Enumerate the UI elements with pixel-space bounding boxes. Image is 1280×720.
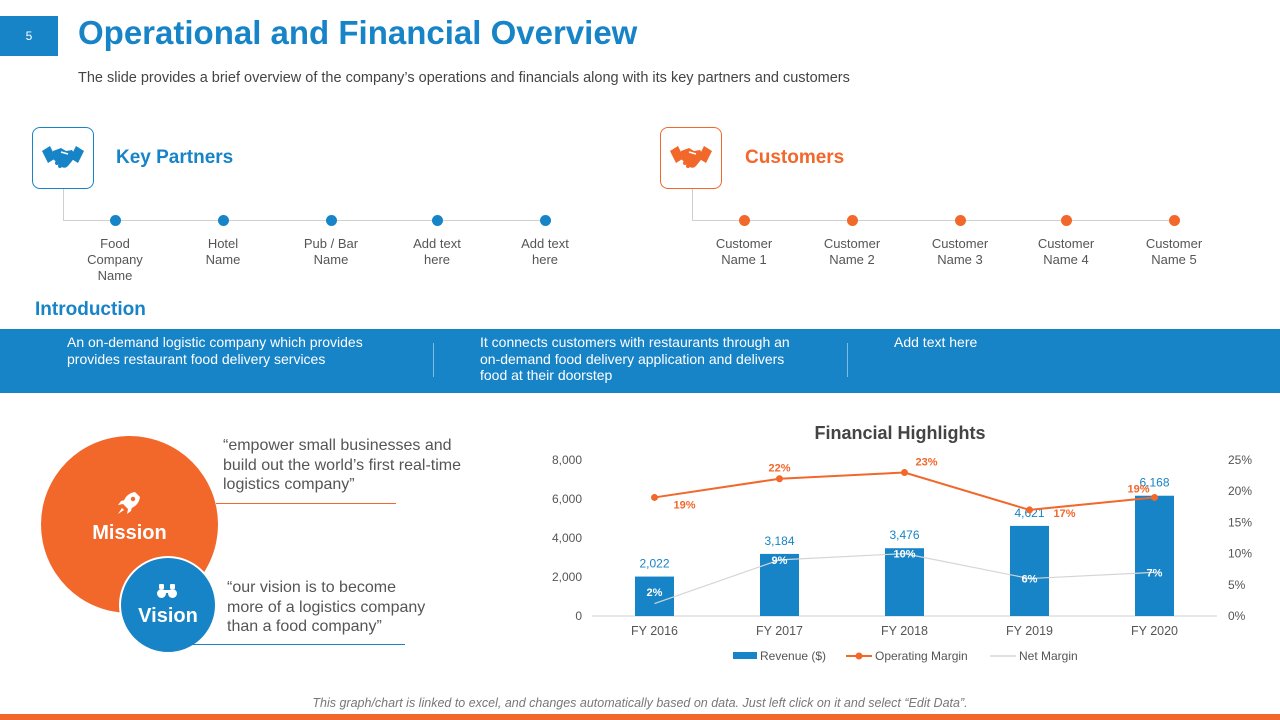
partner-label: Hotel Name <box>205 236 241 267</box>
operating-margin-data-label: 19% <box>673 499 695 511</box>
vision-underline <box>185 644 405 645</box>
customers-line <box>692 220 1174 221</box>
key-partners-connector <box>63 189 64 220</box>
partner-dot <box>217 215 229 226</box>
partner-label: Add text here <box>521 236 569 267</box>
handshake-icon <box>670 146 712 168</box>
x-tick-label: FY 2016 <box>631 624 678 638</box>
introduction-heading: Introduction <box>35 299 146 320</box>
handshake-icon <box>42 146 84 168</box>
partner-label: Add text here <box>413 236 461 267</box>
page-number: 5 <box>0 16 58 56</box>
y-tick-label: 6,000 <box>552 492 582 506</box>
revenue-data-label: 3,184 <box>764 534 794 548</box>
binoculars-icon <box>157 584 177 598</box>
page-subtitle: The slide provides a brief overview of t… <box>78 70 850 86</box>
operating-margin-data-label: 19% <box>1127 483 1149 495</box>
legend-operating-margin-marker <box>855 652 863 660</box>
legend-operating-margin-label: Operating Margin <box>875 649 968 663</box>
revenue-data-label: 3,476 <box>889 528 919 542</box>
page-title: Operational and Financial Overview <box>78 14 638 51</box>
intro-column-3: Add text here <box>894 334 978 350</box>
mission-quote: “empower small businesses and build out … <box>223 437 462 493</box>
intro-column-1: An on-demand logistic company which prov… <box>67 334 363 367</box>
operating-margin-data-label: 17% <box>1053 508 1075 520</box>
operating-margin-point <box>901 468 908 476</box>
customers-connector <box>692 189 693 220</box>
operating-margin-data-label: 22% <box>768 463 790 475</box>
partner-label: Pub / Bar Name <box>303 236 359 267</box>
intro-column-2: It connects customers with restaurants t… <box>480 334 790 383</box>
intro-divider <box>847 343 848 377</box>
mission-underline <box>216 503 396 504</box>
customer-label: Customer Name 1 <box>715 236 773 267</box>
rocket-icon <box>118 492 140 514</box>
operating-margin-point <box>651 493 658 501</box>
x-tick-label: FY 2017 <box>756 624 803 638</box>
x-tick-label: FY 2019 <box>1006 624 1053 638</box>
y2-tick-label: 5% <box>1228 578 1246 592</box>
customer-dot <box>846 215 858 226</box>
customers-heading: Customers <box>745 147 845 168</box>
operating-margin-point <box>1026 506 1033 514</box>
customer-label: Customer Name 5 <box>1145 236 1203 267</box>
customer-label: Customer Name 2 <box>823 236 881 267</box>
chart-title: Financial Highlights <box>814 423 986 443</box>
y-tick-label: 2,000 <box>552 570 582 584</box>
net-margin-line <box>654 552 1155 605</box>
net-margin-data-label: 7% <box>1147 567 1163 579</box>
net-margin-data-label: 6% <box>1022 574 1038 586</box>
y2-tick-label: 0% <box>1228 609 1246 623</box>
partner-dot <box>539 215 551 226</box>
vision-circle <box>119 556 217 654</box>
revenue-data-label: 6,168 <box>1139 476 1169 490</box>
partner-dot <box>109 215 121 226</box>
y2-tick-label: 20% <box>1228 484 1252 498</box>
customer-label: Customer Name 3 <box>931 236 989 267</box>
customer-dot <box>1168 215 1180 226</box>
customers-icon-box <box>660 127 722 189</box>
footer-note: This graph/chart is linked to excel, and… <box>312 696 968 710</box>
net-margin-data-label: 9% <box>772 555 788 567</box>
y2-tick-label: 25% <box>1228 453 1252 467</box>
x-tick-label: FY 2018 <box>881 624 928 638</box>
x-tick-label: FY 2020 <box>1131 624 1178 638</box>
key-partners-icon-box <box>32 127 94 189</box>
net-margin-data-label: 10% <box>893 549 915 561</box>
partner-dot <box>325 215 337 226</box>
partner-dot <box>431 215 443 226</box>
vision-label: Vision <box>138 605 198 627</box>
partner-label: Food Company Name <box>87 236 143 283</box>
customer-label: Customer Name 4 <box>1037 236 1095 267</box>
operating-margin-point <box>776 475 783 483</box>
customer-dot <box>954 215 966 226</box>
mission-label: Mission <box>92 522 167 544</box>
operating-margin-data-label: 23% <box>915 456 937 468</box>
y-tick-label: 4,000 <box>552 531 582 545</box>
customer-dot <box>738 215 750 226</box>
revenue-bar <box>635 576 674 616</box>
revenue-data-label: 2,022 <box>639 557 669 571</box>
legend-revenue-swatch <box>733 652 757 659</box>
key-partners-heading: Key Partners <box>116 147 234 168</box>
legend-net-margin-label: Net Margin <box>1019 649 1078 663</box>
key-partners-line <box>63 220 545 221</box>
revenue-bar <box>1135 495 1174 616</box>
vision-quote: “our vision is to become more of a logis… <box>227 579 426 635</box>
operating-margin-line <box>654 471 1155 511</box>
intro-divider <box>433 343 434 377</box>
footer-bar <box>0 714 1280 720</box>
y2-tick-label: 15% <box>1228 515 1252 529</box>
y2-tick-label: 10% <box>1228 547 1252 561</box>
revenue-bar <box>1010 525 1049 616</box>
revenue-bar <box>885 548 924 616</box>
operating-margin-point <box>1151 493 1158 501</box>
net-margin-data-label: 2% <box>647 587 663 599</box>
introduction-band <box>0 329 1280 393</box>
legend-revenue-label: Revenue ($) <box>760 649 826 663</box>
customer-dot <box>1060 215 1072 226</box>
y-tick-label: 8,000 <box>552 453 582 467</box>
y-tick-label: 0 <box>575 609 582 623</box>
